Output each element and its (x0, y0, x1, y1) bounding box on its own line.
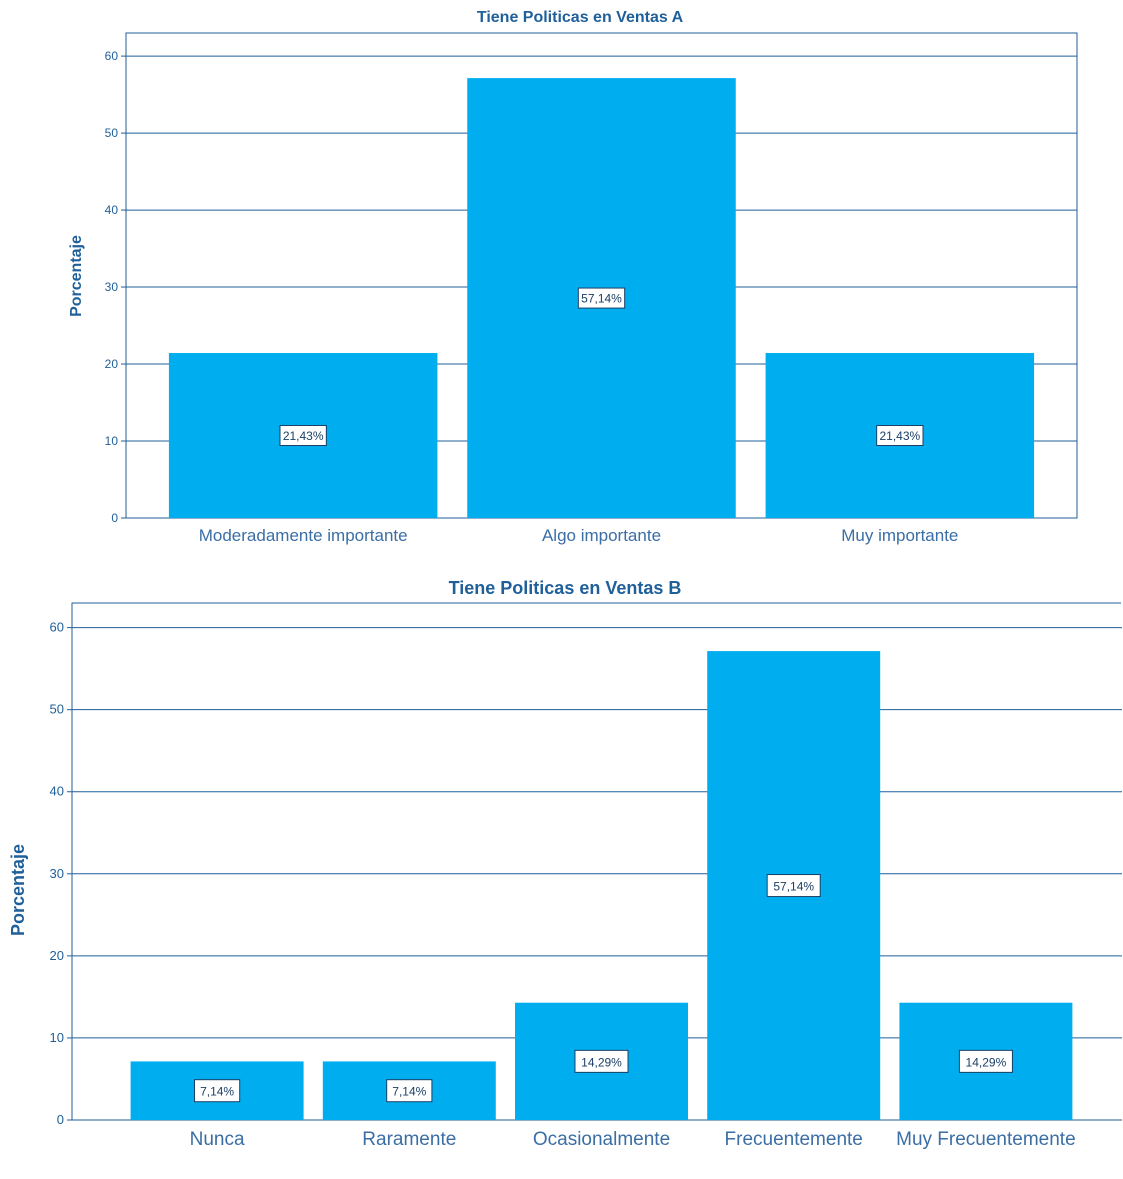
chart-a-svg: Tiene Politicas en Ventas A Porcentaje 0… (68, 9, 1078, 545)
data-label-box (194, 1079, 241, 1103)
data-label: 57,14% (773, 880, 814, 894)
plot-area: 0 10 20 30 40 50 60 7,14% Nunca 7,14% Raramente 14,… (50, 602, 1123, 1150)
data-label: 21,43% (879, 429, 920, 443)
plot-area: 0 10 20 30 40 50 60 21,43% Moderadamente importa… (105, 32, 1078, 545)
data-label-box (386, 1079, 433, 1103)
y-axis-label: Porcentaje (68, 235, 85, 317)
y-tick-label: 0 (57, 1112, 64, 1127)
data-label: 7,14% (392, 1085, 426, 1099)
data-label: 7,14% (200, 1085, 234, 1099)
y-tick-label: 40 (50, 784, 64, 799)
y-tick-label: 10 (50, 1030, 64, 1045)
data-label: 57,14% (581, 291, 622, 305)
y-tick-label: 0 (111, 511, 118, 525)
chart-title: Tiene Politicas en Ventas A (477, 9, 684, 26)
y-tick-label: 60 (50, 620, 64, 635)
y-tick-label: 50 (50, 702, 64, 717)
chart-title: Tiene Politicas en Ventas B (449, 578, 682, 598)
category-label: Moderadamente importante (199, 526, 408, 545)
chart-a: Tiene Politicas en Ventas A Porcentaje 0… (0, 0, 1123, 560)
data-label-box (766, 874, 821, 898)
category-label: Ocasionalmente (533, 1129, 670, 1150)
data-label-box (574, 1049, 629, 1073)
y-tick-label: 30 (105, 280, 119, 294)
category-label: Algo importante (542, 526, 661, 545)
chart-b-svg: Tiene Politicas en Ventas B Porcentaje 0… (8, 578, 1123, 1150)
data-label: 21,43% (283, 429, 324, 443)
y-axis-label: Porcentaje (8, 844, 28, 936)
data-label-box (577, 287, 626, 309)
chart-b: Tiene Politicas en Ventas B Porcentaje 0… (0, 572, 1123, 1174)
y-tick-label: 30 (50, 866, 64, 881)
y-tick-label: 50 (105, 126, 119, 140)
data-label: 14,29% (581, 1055, 622, 1069)
y-tick-label: 40 (105, 203, 119, 217)
y-tick-label: 20 (50, 948, 64, 963)
category-label: Raramente (362, 1129, 456, 1150)
data-label-box (958, 1049, 1013, 1073)
y-tick-label: 60 (105, 49, 119, 63)
y-tick-label: 10 (105, 434, 119, 448)
y-tick-label: 20 (105, 357, 119, 371)
category-label: Frecuentemente (725, 1129, 863, 1150)
data-label-box (876, 425, 924, 447)
data-label-box (279, 425, 327, 447)
category-label: Nunca (190, 1129, 245, 1150)
data-label: 14,29% (966, 1055, 1007, 1069)
category-label: Muy importante (841, 526, 958, 545)
category-label: Muy Frecuentemente (896, 1129, 1076, 1150)
